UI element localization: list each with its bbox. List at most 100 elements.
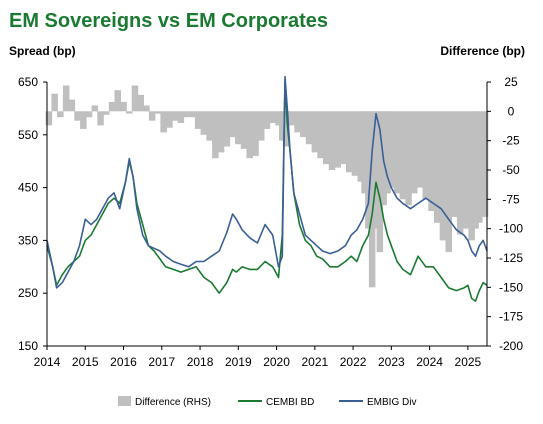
left-tick-label: 250	[18, 286, 38, 300]
difference-bar	[263, 111, 271, 129]
difference-bar	[97, 111, 104, 126]
difference-bar	[131, 85, 139, 112]
x-tick-label: 2018	[187, 355, 214, 369]
right-tick-label: 25	[504, 75, 518, 89]
difference-bar	[212, 111, 219, 159]
x-tick-label: 2014	[34, 355, 61, 369]
legend-label: EMBIG Div	[367, 397, 416, 408]
difference-bar	[103, 111, 110, 115]
difference-bar	[456, 111, 464, 235]
x-tick-label: 2015	[72, 355, 99, 369]
difference-bar	[288, 111, 296, 126]
difference-bar	[235, 111, 242, 145]
difference-bar	[126, 111, 133, 114]
difference-bar	[143, 105, 150, 112]
difference-bar	[154, 111, 162, 114]
difference-bar	[108, 101, 116, 112]
x-tick-label: 2020	[263, 355, 290, 369]
difference-bar	[217, 111, 225, 153]
right-tick-label: -25	[502, 134, 520, 148]
difference-bar	[393, 111, 401, 194]
difference-bar	[80, 111, 87, 129]
legend: Difference (RHS) CEMBI BD EMBIG Div	[118, 396, 416, 408]
difference-bar	[252, 111, 259, 156]
difference-bar	[120, 101, 127, 112]
difference-bar	[51, 93, 58, 112]
difference-bar	[428, 111, 435, 211]
difference-bar	[399, 111, 407, 200]
difference-bar	[376, 111, 384, 253]
x-tick-label: 2017	[148, 355, 175, 369]
difference-bar	[294, 111, 301, 133]
difference-bar	[462, 111, 470, 229]
difference-bar	[68, 99, 76, 112]
difference-bar	[476, 111, 483, 223]
difference-bar	[365, 111, 372, 229]
difference-bar	[351, 111, 359, 176]
difference-bar	[411, 111, 418, 194]
right-tick-label: -175	[499, 310, 523, 324]
right-tick-label: -100	[499, 222, 523, 236]
x-tick-label: 2025	[455, 355, 482, 369]
right-tick-label: -200	[499, 339, 523, 353]
difference-bar	[177, 111, 185, 123]
left-tick-label: 550	[18, 128, 38, 142]
legend-label: CEMBI BD	[266, 397, 314, 408]
difference-bar	[269, 111, 276, 123]
difference-bar	[405, 111, 412, 206]
difference-bar	[183, 111, 190, 118]
chart-title: EM Sovereigns vs EM Corporates	[9, 10, 328, 32]
embig-div-line	[46, 75, 488, 289]
difference-bar	[57, 111, 64, 118]
difference-bar	[323, 111, 330, 165]
spread-series	[46, 75, 488, 302]
difference-bar	[166, 111, 173, 128]
difference-bar	[200, 111, 208, 135]
difference-bar	[481, 111, 489, 217]
difference-bar	[194, 111, 202, 129]
difference-bar	[357, 111, 364, 182]
x-tick-label: 2023	[378, 355, 405, 369]
difference-bar	[311, 111, 319, 153]
x-tick-label: 2021	[301, 355, 328, 369]
left-tick-label: 150	[18, 339, 38, 353]
difference-bar	[240, 111, 248, 149]
difference-bar	[422, 111, 429, 200]
right-tick-label: -150	[499, 280, 523, 294]
difference-bar	[300, 111, 307, 138]
difference-bar	[258, 111, 265, 141]
difference-bar	[346, 111, 353, 173]
left-tick-label: 350	[18, 233, 38, 247]
difference-bar	[160, 111, 167, 133]
difference-bar	[340, 111, 347, 165]
difference-bar	[45, 111, 53, 126]
x-tick-label: 2024	[416, 355, 443, 369]
difference-bar	[317, 111, 324, 159]
x-tick-label: 2019	[225, 355, 252, 369]
legend-swatch-difference	[118, 396, 131, 406]
difference-bar	[305, 111, 313, 145]
difference-bar	[171, 111, 179, 121]
left-tick-label: 650	[18, 75, 38, 89]
right-tick-label: -125	[499, 251, 523, 265]
difference-bar	[223, 111, 231, 147]
left-tick-label: 450	[18, 181, 38, 195]
difference-bar	[372, 111, 380, 229]
right-tick-label: 0	[508, 104, 515, 118]
difference-bar	[361, 111, 368, 194]
left-axis-label: Spread (bp)	[9, 44, 76, 58]
difference-bar	[246, 111, 253, 159]
x-tick-label: 2022	[340, 355, 367, 369]
legend-label: Difference (RHS)	[135, 397, 211, 408]
difference-bar	[416, 111, 424, 188]
difference-bar	[91, 105, 99, 112]
difference-bar	[279, 111, 286, 141]
difference-series	[45, 85, 489, 288]
right-tick-label: -50	[502, 163, 520, 177]
difference-bar	[229, 111, 236, 138]
right-tick-label: -75	[502, 192, 520, 206]
difference-bar	[114, 90, 121, 112]
difference-bar	[328, 111, 336, 170]
